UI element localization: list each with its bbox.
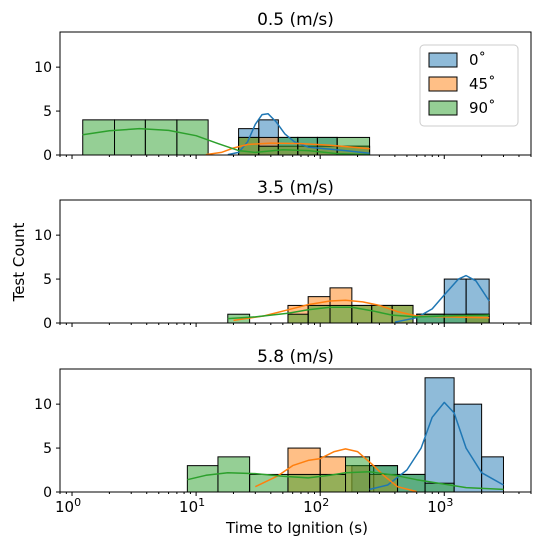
y-tick-label: 0 xyxy=(43,485,52,501)
histogram-bar xyxy=(249,473,289,493)
x-tick-label: 102 xyxy=(303,496,329,516)
y-tick-label: 0 xyxy=(43,316,52,332)
panel-1: 0.5 (m/s) 0 5 10 0˚ 45˚ 90˚ xyxy=(34,10,532,164)
plot-frame xyxy=(59,368,532,493)
y-axis-label: Test Count xyxy=(10,222,28,302)
kde-curve xyxy=(205,142,370,156)
x-tick-label: 100 xyxy=(55,496,81,516)
histogram-bar xyxy=(287,313,309,324)
panel-3: 5.8 (m/s) 0 5 10 100 101 102 103 xyxy=(34,347,532,516)
histogram-bar xyxy=(453,403,483,493)
plot-frame xyxy=(59,31,532,156)
legend-label: 90˚ xyxy=(469,99,496,117)
kde-curve xyxy=(254,448,417,493)
kde-curve xyxy=(227,306,490,320)
histogram-bar xyxy=(176,119,209,156)
x-axis-label: Time to Ignition (s) xyxy=(225,519,368,537)
histogram-bar xyxy=(82,119,116,156)
histogram-bar xyxy=(114,119,146,156)
y-tick-label: 10 xyxy=(34,60,52,76)
legend-swatch xyxy=(428,100,458,116)
panel-title: 0.5 (m/s) xyxy=(257,10,334,30)
histogram-bar xyxy=(329,304,353,324)
histogram-bar xyxy=(319,473,347,493)
y-tick-label: 5 xyxy=(43,104,52,120)
histogram-bar xyxy=(424,377,455,493)
kde-curve xyxy=(227,112,370,156)
histogram-bar xyxy=(217,456,251,493)
x-tick-label: 103 xyxy=(427,496,453,516)
histogram-bar xyxy=(144,119,178,156)
kde-curve xyxy=(82,127,370,156)
y-tick-label: 0 xyxy=(43,148,52,164)
histogram-bar xyxy=(345,456,371,493)
legend-label: 0˚ xyxy=(469,51,486,69)
panel-title: 5.8 (m/s) xyxy=(257,347,334,367)
kde-curve xyxy=(187,471,504,491)
y-tick-label: 5 xyxy=(43,441,52,457)
panel-2: 3.5 (m/s) 0 5 10 xyxy=(34,178,532,332)
y-tick-label: 5 xyxy=(43,272,52,288)
x-tick-label: 101 xyxy=(179,496,205,516)
panel-title: 3.5 (m/s) xyxy=(257,178,334,198)
y-tick-label: 10 xyxy=(34,228,52,244)
kde-curve xyxy=(369,401,504,491)
y-tick-label: 10 xyxy=(34,397,52,413)
legend-label: 45˚ xyxy=(469,75,496,93)
legend: 0˚ 45˚ 90˚ xyxy=(419,44,519,127)
legend-swatch xyxy=(428,52,458,68)
histogram-bar xyxy=(277,136,299,156)
plot-frame xyxy=(59,199,532,324)
legend-swatch xyxy=(428,76,458,92)
